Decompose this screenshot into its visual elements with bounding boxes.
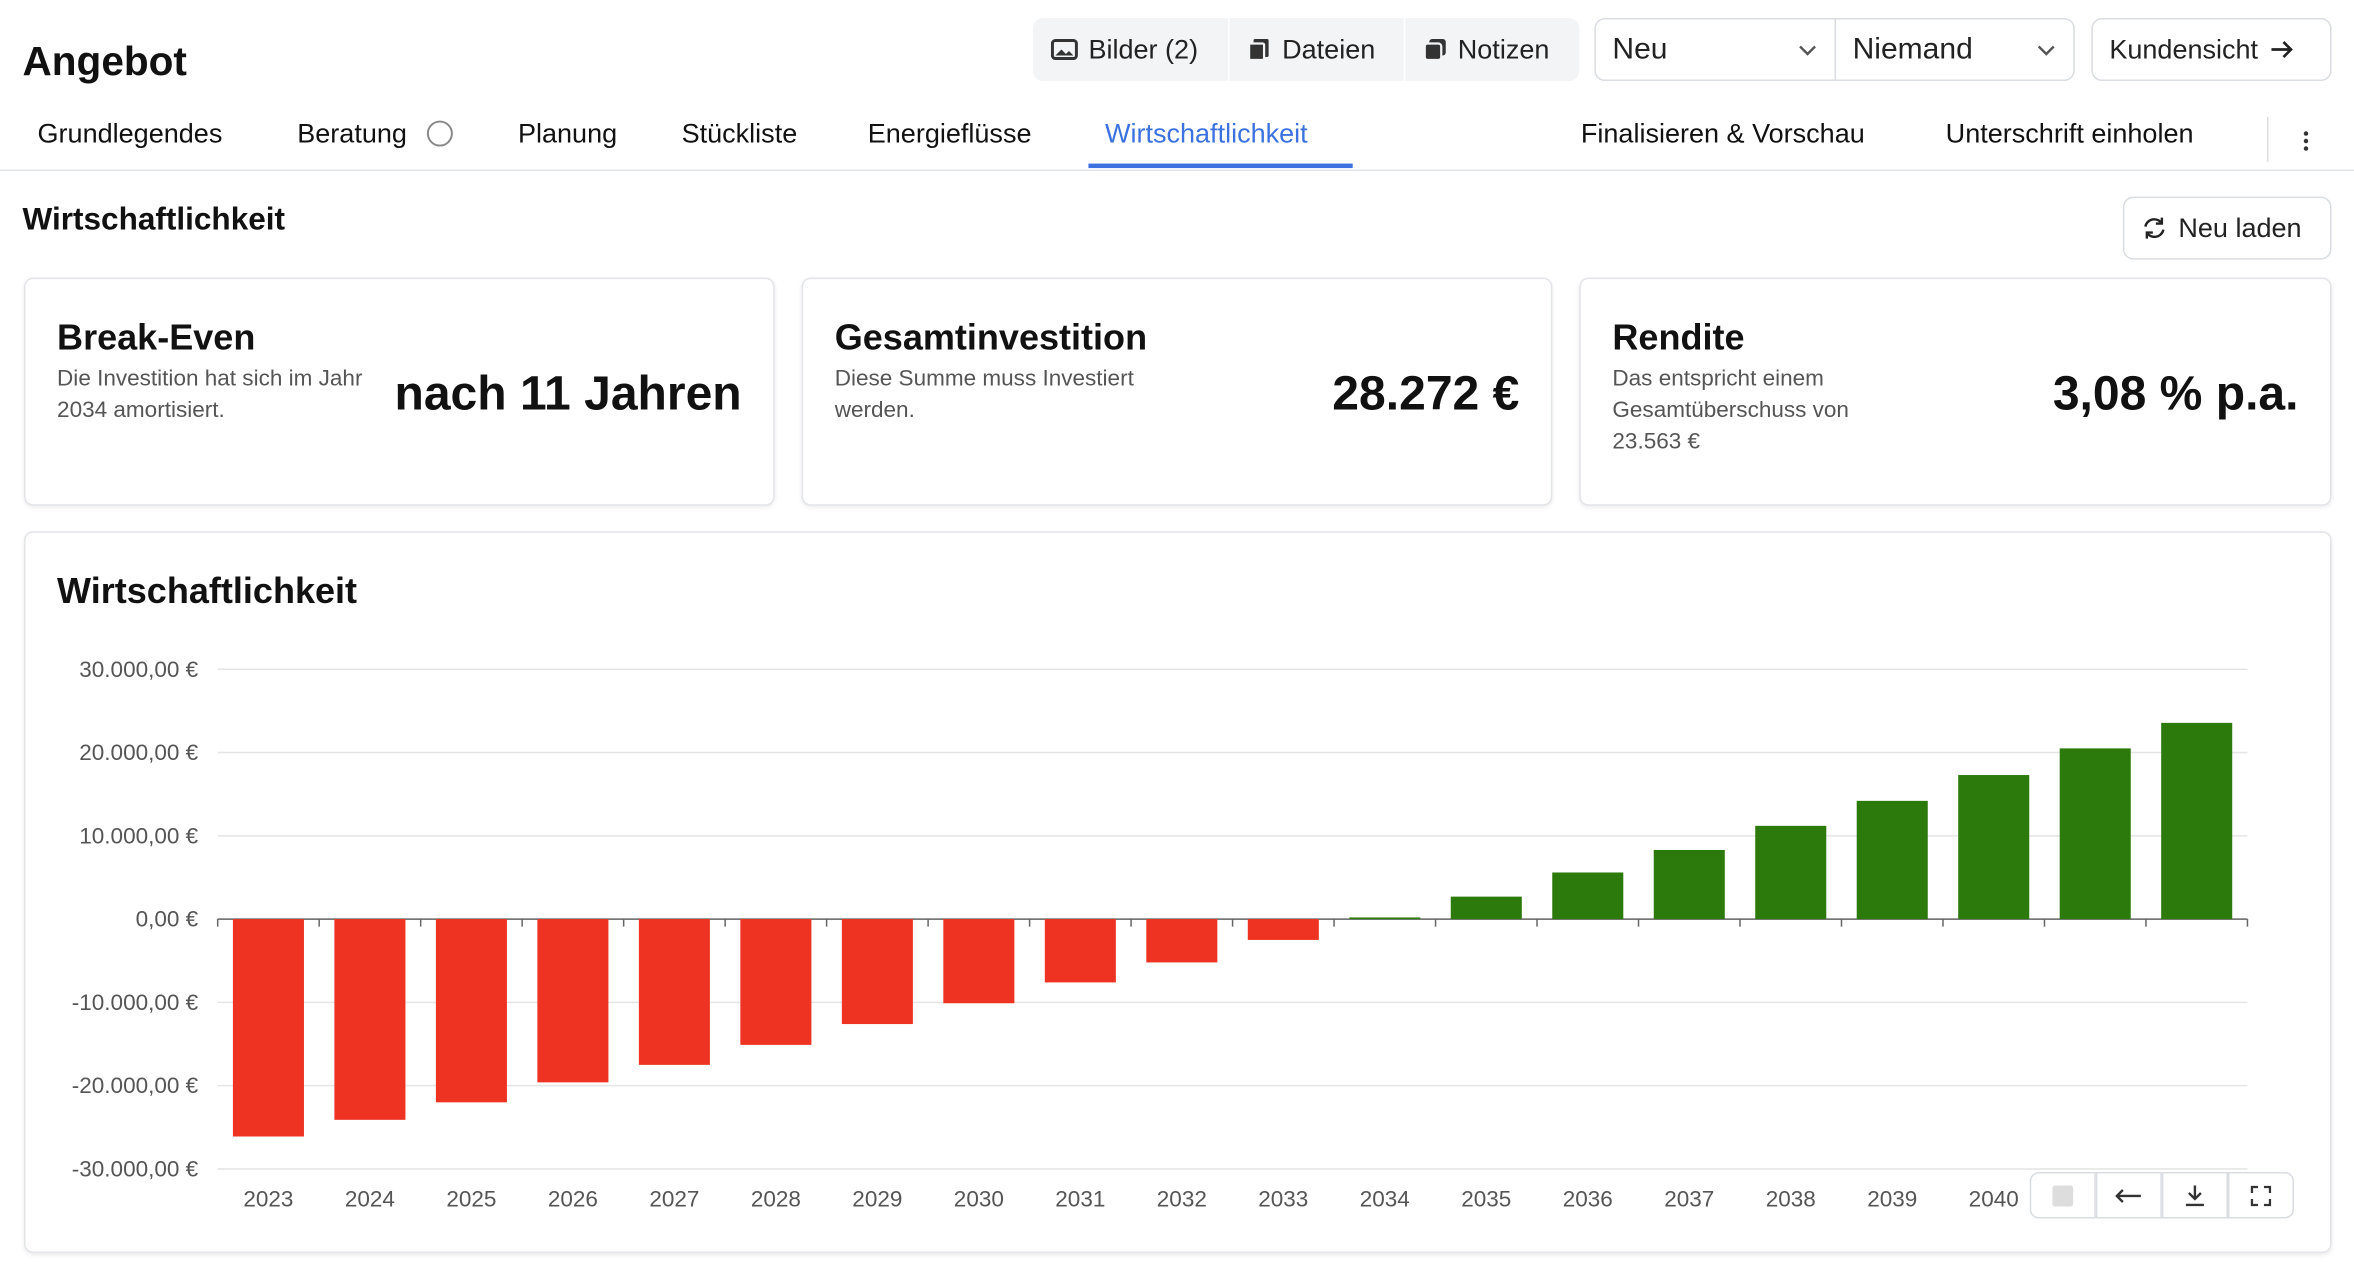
chart-title: Wirtschaftlichkeit [57,571,358,613]
kpi-card: Break-Even Die Investition hat sich im J… [24,277,775,506]
bar [841,919,913,1025]
x-tick-label: 2023 [243,1186,293,1211]
status-select[interactable]: Neu [1594,18,1837,82]
button-label: Bilder (2) [1088,33,1199,64]
x-tick-label: 2040 [1969,1186,2019,1211]
bar [2059,748,2131,920]
card-title: Rendite [1612,318,1745,359]
bar [232,919,304,1137]
card-value: nach 11 Jahren [394,366,742,421]
bar [537,919,609,1083]
tab-border [0,169,2354,172]
x-tick-label: 2031 [1055,1186,1105,1211]
bar [334,919,406,1120]
select-value: Neu [1612,32,1668,66]
assignee-select[interactable]: Niemand [1834,18,2075,82]
x-tick-label: 2034 [1360,1186,1410,1211]
bar [1146,919,1218,963]
button-label: Kundensicht [2109,33,2259,64]
bar [1958,775,2030,920]
tab[interactable]: Energieflüsse [867,118,1032,149]
y-tick-label: 0,00 € [136,907,199,932]
divider [2266,117,2269,163]
bar [1856,800,1928,920]
chart-tool[interactable] [2161,1171,2228,1219]
kpi-card: Gesamtinvestition Diese Summe muss Inves… [801,277,1553,506]
card-title: Break-Even [57,318,256,359]
bar [1349,917,1421,920]
x-tick-label: 2036 [1563,1186,1613,1211]
card-value: 28.272 € [1332,366,1520,421]
bar [638,919,710,1065]
tab[interactable]: Beratung [297,119,453,151]
x-tick-label: 2028 [751,1186,801,1211]
button-label: Dateien [1282,33,1376,64]
button-label: Neu laden [2178,212,2302,243]
x-tick-label: 2035 [1461,1186,1511,1211]
card-value: 3,08 % p.a. [2052,366,2299,421]
x-tick-label: 2037 [1664,1186,1714,1211]
x-tick-label: 2027 [649,1186,699,1211]
x-tick-label: 2026 [548,1186,598,1211]
x-tick-label: 2038 [1766,1186,1816,1211]
button-label: Notizen [1457,33,1550,64]
chart-tool[interactable] [2227,1171,2294,1219]
tab[interactable]: Finalisieren & Vorschau [1580,118,1865,149]
card-description: Die Investition hat sich im Jahr 2034 am… [57,366,363,424]
tab[interactable]: Stückliste [681,118,798,149]
x-tick-label: 2039 [1867,1186,1917,1211]
bar [1552,872,1624,920]
bar [740,919,812,1045]
y-tick-label: 30.000,00 € [79,657,198,682]
y-tick-label: -30.000,00 € [72,1156,199,1181]
tab-label: Beratung [297,118,407,149]
bar [1247,919,1319,940]
x-tick-label: 2029 [852,1186,902,1211]
page-title: Angebot [22,39,187,85]
kpi-card: Rendite Das entspricht einem Gesamtübers… [1579,277,2332,506]
y-tick-label: -10.000,00 € [72,990,199,1015]
card-title: Gesamtinvestition [834,318,1148,359]
x-tick-label: 2024 [345,1186,395,1211]
images-button[interactable]: Bilder (2) [1032,18,1229,82]
section-title: Wirtschaftlichkeit [22,202,286,238]
bar [943,919,1015,1004]
y-tick-label: 20.000,00 € [79,740,198,765]
tab[interactable]: Planung [517,118,618,149]
bar [1653,849,1725,920]
chart-tool[interactable] [2095,1171,2162,1219]
bar [435,919,507,1103]
x-tick-label: 2030 [954,1186,1004,1211]
select-value: Niemand [1852,32,1973,66]
bar [2161,722,2233,920]
tab-active[interactable]: Wirtschaftlichkeit [1104,118,1308,149]
x-tick-label: 2032 [1157,1186,1207,1211]
customer-view-button[interactable]: Kundensicht [2091,18,2332,82]
card-description: Das entspricht einem Gesamtüberschuss vo… [1612,366,1849,455]
x-tick-label: 2025 [446,1186,496,1211]
bar [1450,896,1522,920]
files-button[interactable]: Dateien [1229,18,1404,82]
y-tick-label: 10.000,00 € [79,823,198,848]
bar [1044,919,1116,983]
tab[interactable]: Unterschrift einholen [1945,118,2194,149]
notes-button[interactable]: Notizen [1405,18,1580,82]
reload-button[interactable]: Neu laden [2122,196,2332,260]
y-tick-label: -20.000,00 € [72,1073,199,1098]
bar [1755,825,1827,920]
x-tick-label: 2033 [1258,1186,1308,1211]
tab[interactable]: Grundlegendes [37,118,223,149]
card-description: Diese Summe muss Investiert werden. [834,366,1134,424]
more-menu[interactable] [2298,129,2313,153]
active-tab-indicator [1088,163,1353,169]
chart-card: Wirtschaftlichkeit [24,531,2332,1254]
chart-tool[interactable] [2029,1171,2096,1219]
